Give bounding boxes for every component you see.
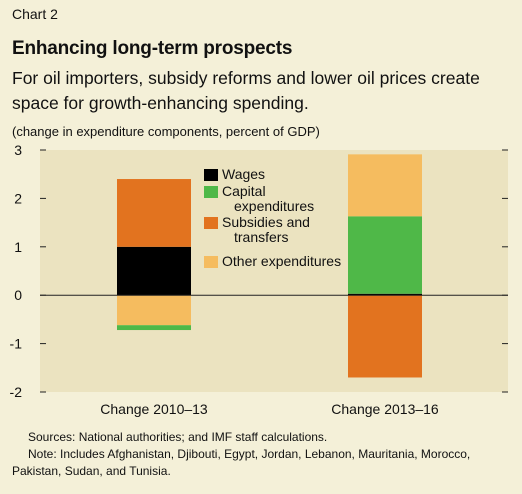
bar-segment-0-0 [117, 246, 191, 296]
bar-segment-1-0 [348, 293, 422, 296]
chart-number-label: Chart 2 [12, 6, 58, 22]
legend-label: Wages [222, 166, 265, 182]
plot-background [40, 150, 508, 392]
legend-label: Capital [222, 183, 266, 199]
x-tick-label: Change 2013–16 [331, 401, 439, 417]
legend-label: transfers [234, 229, 288, 245]
bar-segment-0-4 [117, 325, 191, 331]
footnote-line-1: Note: Includes Afghanistan, Djibouti, Eg… [28, 447, 471, 461]
legend-swatch [204, 186, 218, 198]
legend-label: Other expenditures [222, 253, 341, 269]
bar-segment-1-3 [348, 154, 422, 217]
x-tick-label: Change 2010–13 [100, 401, 208, 417]
bar-segment-1-1 [348, 216, 422, 294]
y-tick-label: 0 [14, 287, 22, 303]
chart-title: Enhancing long-term prospects [12, 38, 293, 59]
footnote: Note: Includes Afghanistan, Djibouti, Eg… [12, 446, 512, 480]
bar-segment-0-3 [117, 295, 191, 326]
chart-subtitle: For oil importers, subsidy reforms and l… [12, 68, 480, 113]
legend-swatch [204, 169, 218, 181]
chart-units-label: (change in expenditure components, perce… [12, 124, 320, 139]
y-tick-label: 2 [14, 190, 22, 206]
legend-swatch [204, 256, 218, 268]
y-tick-label: -1 [10, 336, 23, 352]
y-tick-label: -2 [10, 384, 23, 400]
bar-segment-1-2 [348, 295, 422, 378]
footnote-line-2: Pakistan, Sudan, and Tunisia. [12, 464, 171, 478]
legend-label: Subsidies and [222, 214, 310, 230]
y-tick-label: 3 [14, 142, 22, 158]
legend-swatch [204, 217, 218, 229]
legend-label: expenditures [234, 198, 314, 214]
sources-note: Sources: National authorities; and IMF s… [28, 430, 328, 444]
bar-segment-0-2 [117, 179, 191, 247]
y-tick-label: 1 [14, 239, 22, 255]
